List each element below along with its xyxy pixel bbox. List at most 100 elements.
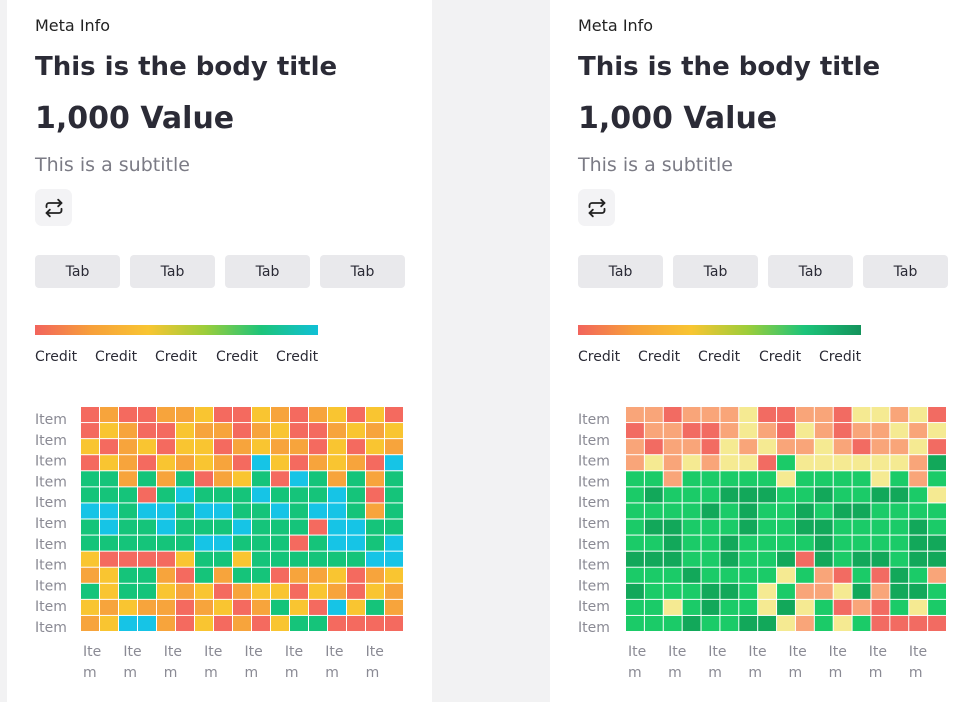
heatmap-cell xyxy=(852,407,871,423)
heatmap-cell xyxy=(777,407,795,423)
tab-bar: Tab Tab Tab Tab xyxy=(35,255,405,288)
heatmap-cell xyxy=(176,551,194,567)
heatmap-cell xyxy=(720,471,739,487)
heatmap-cell xyxy=(366,599,384,615)
heatmap-cell xyxy=(758,535,777,551)
heatmap-cell xyxy=(138,455,156,471)
repeat-icon xyxy=(45,198,62,217)
heatmap-cell xyxy=(328,519,346,535)
tab-4[interactable]: Tab xyxy=(320,255,405,288)
heatmap-cell xyxy=(833,583,852,599)
heatmap-cell xyxy=(252,583,270,599)
heatmap-cell xyxy=(909,615,928,631)
tab-3[interactable]: Tab xyxy=(768,255,853,288)
heatmap-cell xyxy=(644,519,663,535)
heatmap-cell xyxy=(814,423,833,439)
heatmap-cell xyxy=(758,423,777,439)
heatmap-cell xyxy=(119,407,137,423)
heatmap-cell xyxy=(777,439,795,455)
heatmap-cell xyxy=(871,439,890,455)
heatmap-cell xyxy=(157,567,175,583)
heatmap-cell xyxy=(385,535,403,551)
tab-1[interactable]: Tab xyxy=(35,255,120,288)
heatmap-cell xyxy=(833,599,852,615)
heatmap-cell xyxy=(795,439,814,455)
heatmap-cell xyxy=(347,439,365,455)
heatmap-cell xyxy=(682,535,701,551)
heatmap-cell xyxy=(81,487,99,503)
repeat-button[interactable] xyxy=(35,189,72,226)
heatmap-cell xyxy=(290,471,308,487)
heatmap-cell xyxy=(871,455,890,471)
heatmap-cell xyxy=(385,503,403,519)
heatmap-cell xyxy=(814,535,833,551)
heatmap-cell xyxy=(81,599,99,615)
heatmap-cell xyxy=(833,487,852,503)
heatmap-cell xyxy=(852,551,871,567)
legend-label: Credit xyxy=(35,349,78,365)
heatmap-cell xyxy=(871,583,890,599)
heatmap-cell xyxy=(157,423,175,439)
heatmap-cell xyxy=(644,567,663,583)
heatmap-cell xyxy=(890,615,909,631)
heatmap-cell xyxy=(138,615,156,631)
heatmap-cell xyxy=(290,567,308,583)
heatmap-cell xyxy=(626,407,644,423)
heatmap-cell xyxy=(928,583,946,599)
row-label: Item xyxy=(35,412,67,428)
heatmap-cell xyxy=(795,503,814,519)
heatmap-cell xyxy=(682,471,701,487)
row-label: Item xyxy=(578,620,610,636)
heatmap-cell xyxy=(138,407,156,423)
heatmap-cell xyxy=(119,439,137,455)
heatmap-cell xyxy=(328,407,346,423)
heatmap-cell xyxy=(157,439,175,455)
heatmap-cell xyxy=(385,455,403,471)
heatmap-cell xyxy=(758,487,777,503)
heatmap-cell xyxy=(871,567,890,583)
heatmap-cell xyxy=(157,407,175,423)
heatmap-cell xyxy=(309,471,327,487)
heatmap-cell xyxy=(682,567,701,583)
tab-4[interactable]: Tab xyxy=(863,255,948,288)
column-label: Ite m xyxy=(325,644,343,681)
heatmap-cell xyxy=(682,439,701,455)
heatmap-cell xyxy=(720,599,739,615)
heatmap-cell xyxy=(347,455,365,471)
heatmap-cell xyxy=(290,615,308,631)
heatmap-cell xyxy=(119,567,137,583)
heatmap-cell xyxy=(366,567,384,583)
heatmap-cell xyxy=(663,407,682,423)
heatmap-cell xyxy=(157,455,175,471)
heatmap-cell xyxy=(852,439,871,455)
tab-2[interactable]: Tab xyxy=(130,255,215,288)
heatmap-cell xyxy=(928,471,946,487)
repeat-button[interactable] xyxy=(578,189,615,226)
heatmap-cell xyxy=(328,471,346,487)
column-label: Ite m xyxy=(83,644,101,681)
heatmap-cell xyxy=(328,487,346,503)
legend-label: Credit xyxy=(276,349,319,365)
tab-1[interactable]: Tab xyxy=(578,255,663,288)
heatmap-cell xyxy=(252,503,270,519)
heatmap-cell xyxy=(81,551,99,567)
heatmap-cell xyxy=(328,567,346,583)
heatmap-cell xyxy=(871,535,890,551)
row-label: Item xyxy=(578,474,610,490)
heatmap-cell xyxy=(176,407,194,423)
tab-3[interactable]: Tab xyxy=(225,255,310,288)
heatmap-cell xyxy=(928,487,946,503)
heatmap-cell xyxy=(663,487,682,503)
panel-right: Meta Info This is the body title 1,000 V… xyxy=(550,0,968,702)
heatmap-cell xyxy=(644,535,663,551)
heatmap-cell xyxy=(871,519,890,535)
heatmap-cell xyxy=(814,551,833,567)
heatmap-cell xyxy=(663,551,682,567)
heatmap-cell xyxy=(271,503,289,519)
tab-2[interactable]: Tab xyxy=(673,255,758,288)
heatmap-cell xyxy=(328,455,346,471)
heatmap-cell xyxy=(663,615,682,631)
row-label: Item xyxy=(35,620,67,636)
heatmap-cell xyxy=(871,471,890,487)
heatmap-cell xyxy=(626,535,644,551)
